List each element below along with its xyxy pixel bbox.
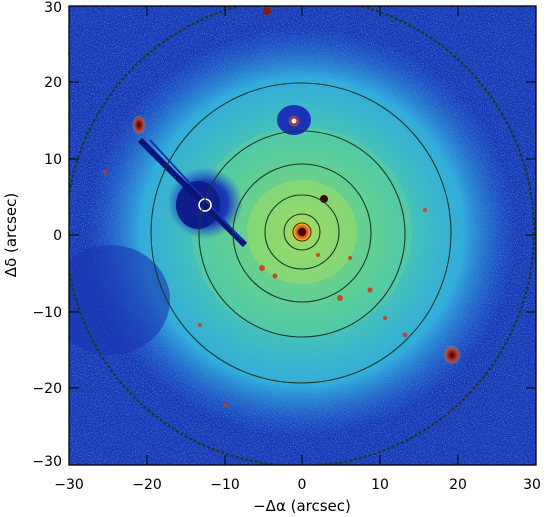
y-tick-label: −30 [32,454,62,470]
y-tick-label: 30 [44,0,62,16]
y-tick-label: 20 [44,75,62,91]
y-tick-label: 0 [53,228,62,244]
y-tick-label: −10 [32,305,62,321]
y-tick-labels: 30 20 10 0 −10 −20 −30 [32,0,62,470]
x-tick-label: −20 [132,477,162,493]
image-area [69,6,536,465]
red-source-top [263,7,271,15]
y-tick-label: 10 [44,152,62,168]
x-axis-title: −Δα (arcsec) [253,497,351,515]
x-tick-label: 20 [449,477,467,493]
x-tick-labels: −30 −20 −10 0 10 20 30 [54,477,541,493]
y-axis-title: Δδ (arcsec) [2,193,20,277]
y-tick-label: −20 [32,381,62,397]
star-top [277,105,311,135]
x-tick-label: −10 [210,477,240,493]
bright-star-left [137,137,248,248]
isophote-contours [69,6,536,465]
star-forming-knots [103,170,427,407]
core-center [298,228,306,236]
red-source-lower-right [443,345,461,365]
dark-region-left [69,245,170,355]
axis-ticks [68,5,537,465]
red-source-upper-left [132,115,146,135]
x-tick-label: 10 [371,477,389,493]
x-tick-label: 30 [523,477,541,493]
x-tick-label: −30 [54,477,84,493]
x-tick-label: 0 [298,477,307,493]
